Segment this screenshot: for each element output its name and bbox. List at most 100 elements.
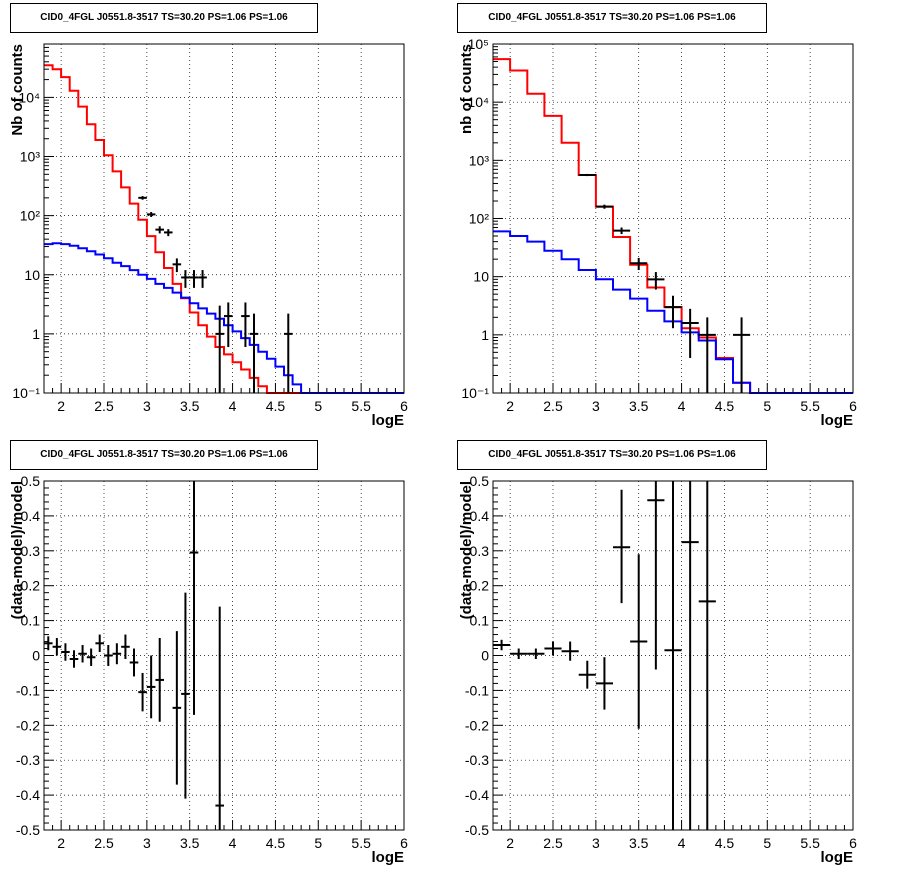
x-tick-label: 4.5 [715, 835, 735, 851]
grid [44, 44, 404, 393]
x-tick-label: 4 [678, 398, 686, 414]
y-tick-label: 10⁴ [18, 89, 40, 105]
y-tick-label: 10 [24, 267, 40, 283]
plot-frame [492, 480, 854, 831]
x-tick-label: 5.5 [351, 835, 371, 851]
y-tick-label: -0.4 [16, 787, 40, 803]
y-tick-label: 10⁻¹ [12, 385, 40, 401]
x-axis-label: logE [372, 849, 405, 866]
y-tick-label: 10⁴ [467, 94, 489, 110]
x-tick-label: 6 [849, 835, 857, 851]
y-tick-label: 10⁵ [468, 36, 489, 52]
y-axis-label: (data-model)/model [458, 481, 475, 619]
y-tick-label: 1 [32, 326, 40, 342]
data-point [215, 305, 224, 393]
x-tick-label: 2 [57, 835, 65, 851]
series-line-1 [44, 64, 404, 394]
x-tick-label: 4 [678, 835, 686, 851]
y-tick-label: 10³ [469, 152, 490, 168]
data-point [698, 317, 716, 393]
data-point [493, 639, 511, 651]
x-tick-label: 6 [400, 835, 408, 851]
x-tick-label: 2.5 [94, 398, 114, 414]
data-point [510, 648, 528, 659]
data-point [198, 270, 207, 288]
data-point [544, 641, 562, 656]
y-tick-label: 0.3 [470, 543, 490, 559]
y-tick-label: 0.3 [21, 543, 41, 559]
y-tick-label: 10 [473, 269, 489, 285]
plot-frame [492, 43, 854, 394]
data-point [155, 226, 164, 234]
x-tick-label: 6 [849, 398, 857, 414]
x-tick-label: 2.5 [543, 398, 563, 414]
data-point [681, 308, 699, 358]
y-tick-label: -0.5 [16, 822, 40, 838]
data-points [578, 173, 751, 393]
data-point [647, 481, 665, 670]
series-line-1 [493, 58, 853, 394]
x-tick-label: 3.5 [629, 398, 649, 414]
chart-pad-4: 2 2.5 3 3.5 4 4.5 5 5.5 6 -0.5 -0.4 -0.3 -0.2 -0.1 0 0.… [449, 437, 898, 874]
y-tick-label: 10⁻¹ [461, 385, 489, 401]
data-point [224, 302, 233, 347]
data-point [630, 554, 648, 729]
data-point [698, 481, 716, 830]
y-axis-label: nb of counts [458, 44, 475, 134]
x-tick-label: 3 [143, 835, 151, 851]
x-tick-label: 5 [314, 835, 322, 851]
y-tick-label: -0.1 [465, 682, 489, 698]
x-tick-label: 4.5 [266, 398, 286, 414]
x-tick-label: 3 [592, 398, 600, 414]
data-point [241, 302, 250, 347]
y-tick-label: 0.4 [21, 508, 41, 524]
chart-title: CID0_4FGL J0551.8-3517 TS=30.20 PS=1.06 … [457, 3, 767, 33]
plot-frame [43, 480, 405, 831]
y-tick-label: -0.3 [465, 752, 489, 768]
chart-svg: 2 2.5 3 3.5 4 4.5 5 5.5 6 10⁻¹ 1 10 10² 10³ 10⁴ 10⁵ logE… [458, 36, 857, 429]
y-tick-label: -0.4 [465, 787, 489, 803]
y-tick-label: -0.2 [16, 717, 40, 733]
data-point [44, 636, 53, 651]
y-tick-label: 0.2 [470, 578, 490, 594]
x-tick-label: 4.5 [266, 835, 286, 851]
data-point [189, 481, 199, 715]
data-point [527, 648, 545, 659]
data-point [164, 229, 173, 237]
axis-ticks [43, 43, 405, 394]
data-point [578, 660, 596, 689]
data-point [613, 227, 631, 235]
data-point [155, 638, 164, 722]
chart-pad-2: 2 2.5 3 3.5 4 4.5 5 5.5 6 10⁻¹ 1 10 10² 10³ 10⁴ 10⁵ logE… [449, 0, 898, 437]
data-point [181, 270, 190, 288]
chart-pad-1: 2 2.5 3 3.5 4 4.5 5 5.5 6 10⁻¹ 1 10 10² 10³ 10⁴ logE Nb … [0, 0, 449, 437]
data-point [733, 317, 751, 393]
data-point [95, 634, 104, 653]
x-tick-label: 3.5 [180, 398, 200, 414]
x-tick-label: 4.5 [715, 398, 735, 414]
x-tick-label: 2 [57, 398, 65, 414]
y-axis-label: Nb of counts [9, 44, 26, 136]
data-point [52, 638, 62, 656]
data-point [249, 313, 259, 393]
y-tick-label: -0.1 [16, 682, 40, 698]
data-points [493, 481, 716, 830]
y-tick-label: 1 [481, 327, 489, 343]
data-point [78, 645, 87, 663]
data-point [681, 481, 699, 830]
data-point [146, 655, 156, 719]
y-tick-label: 0.1 [21, 613, 41, 629]
x-tick-label: 5.5 [800, 398, 820, 414]
y-tick-label: 0 [32, 648, 40, 664]
data-point [181, 592, 190, 799]
y-tick-label: 0.5 [21, 473, 41, 489]
y-tick-label: 0.1 [470, 613, 490, 629]
x-tick-label: 4 [229, 835, 237, 851]
chart-title: CID0_4FGL J0551.8-3517 TS=30.20 PS=1.06 … [457, 440, 767, 470]
x-tick-label: 3 [592, 835, 600, 851]
data-point [129, 648, 139, 677]
data-point [172, 631, 182, 785]
data-point [613, 489, 631, 604]
x-axis-label: logE [821, 849, 854, 866]
data-point [595, 657, 613, 710]
